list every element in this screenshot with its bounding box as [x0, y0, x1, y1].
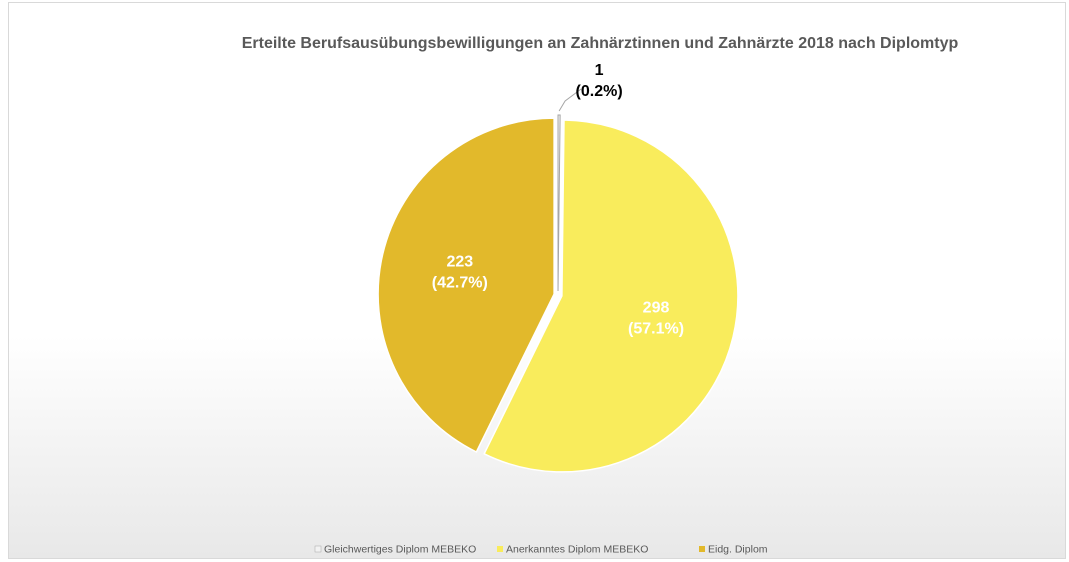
chart-title: Erteilte Berufsausübungsbewilligungen an…: [242, 35, 959, 52]
data-label: (0.2%): [576, 83, 623, 100]
legend-swatch: [699, 546, 705, 552]
pie-slice: [483, 119, 739, 473]
data-label: (42.7%): [432, 274, 488, 291]
legend-label: Gleichwertiges Diplom MEBEKO: [324, 543, 476, 555]
legend-swatch: [314, 545, 322, 553]
pie-slice: [557, 114, 561, 292]
legend-label: Anerkanntes Diplom MEBEKO: [506, 543, 648, 555]
legend-swatch: [497, 546, 503, 552]
data-label: 223: [446, 253, 473, 270]
leader-line: [558, 88, 582, 112]
data-label: 298: [643, 300, 670, 317]
data-label: (57.1%): [628, 321, 684, 338]
data-label: 1: [595, 62, 604, 79]
pie-slice: [377, 117, 555, 454]
legend-label: Eidg. Diplom: [708, 543, 768, 555]
